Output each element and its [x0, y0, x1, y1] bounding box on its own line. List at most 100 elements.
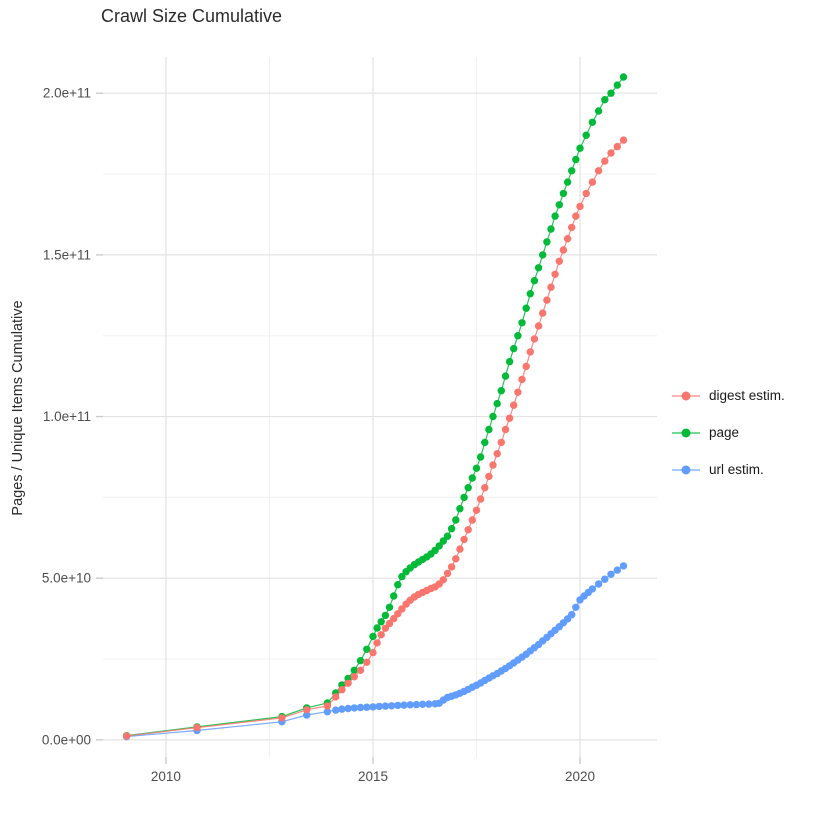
legend-key-icon: [672, 388, 700, 404]
data-point: [338, 705, 346, 713]
data-point: [468, 516, 476, 524]
data-point: [601, 575, 609, 583]
data-point: [390, 592, 398, 600]
data-point: [394, 610, 402, 618]
data-point: [456, 505, 464, 513]
data-point: [526, 348, 534, 356]
data-point: [443, 532, 452, 540]
data-point: [412, 700, 421, 709]
data-point: [122, 732, 131, 740]
data-point: [439, 576, 447, 584]
data-point: [568, 223, 576, 232]
data-point: [510, 401, 518, 409]
data-point: [193, 723, 201, 732]
data-point: [530, 277, 539, 285]
legend-key-icon: [672, 462, 700, 478]
data-point: [369, 632, 377, 641]
data-point: [518, 375, 526, 384]
data-point: [344, 679, 352, 687]
data-point: [373, 624, 381, 632]
data-point: [369, 648, 377, 657]
legend: digest estim. page url estim.: [672, 377, 785, 488]
y-tick-label: 2.0e+11: [43, 86, 91, 101]
data-point: [460, 535, 468, 544]
data-point: [369, 703, 377, 711]
legend-item-digest-estim: digest estim.: [672, 377, 785, 414]
data-point: [489, 461, 497, 469]
data-point: [514, 388, 522, 396]
data-point: [278, 714, 286, 722]
chart-title: Crawl Size Cumulative: [101, 6, 283, 26]
data-point: [522, 304, 530, 312]
data-point: [501, 425, 510, 434]
data-point: [619, 73, 628, 81]
data-point: [485, 472, 493, 481]
data-point: [373, 639, 381, 647]
legend-label: page: [709, 425, 740, 440]
data-point: [607, 89, 615, 97]
data-point: [472, 464, 481, 472]
data-point: [387, 702, 396, 710]
legend-item-url-estim: url estim.: [672, 451, 785, 488]
data-point: [594, 107, 603, 115]
data-point: [539, 251, 547, 259]
data-point: [526, 290, 534, 298]
data-point: [559, 189, 568, 198]
data-point: [601, 96, 609, 104]
x-tick-labels: 2010 2015 2020: [151, 769, 595, 784]
data-point: [472, 506, 481, 514]
data-point: [468, 474, 476, 482]
data-point: [323, 702, 332, 710]
data-point: [356, 666, 365, 674]
data-point: [452, 555, 460, 563]
data-point: [452, 516, 460, 524]
data-point: [572, 212, 580, 220]
data-point: [539, 309, 547, 317]
data-point: [568, 611, 576, 619]
x-tick-label: 2015: [358, 769, 388, 784]
data-point: [594, 580, 603, 588]
data-point: [551, 212, 559, 220]
data-point: [350, 704, 358, 712]
data-point: [443, 569, 452, 578]
data-point: [543, 296, 551, 304]
data-point: [588, 118, 597, 127]
data-point: [332, 693, 340, 701]
data-point: [497, 387, 505, 395]
data-point: [390, 614, 398, 623]
data-point: [418, 700, 427, 708]
data-point: [464, 484, 472, 492]
legend-dot-icon: [681, 465, 691, 474]
data-point: [381, 702, 390, 710]
series-digest-estim: [122, 136, 628, 740]
data-point: [485, 425, 493, 434]
data-point: [514, 332, 522, 340]
data-point: [572, 603, 580, 611]
data-point: [398, 572, 406, 581]
data-point: [481, 438, 489, 447]
series-page: [122, 73, 628, 740]
data-point: [385, 619, 394, 628]
data-point: [460, 493, 468, 502]
data-point: [619, 562, 628, 570]
data-point: [377, 631, 385, 639]
y-tick-labels: 0.0e+00 5.0e+10 1.0e+11 1.5e+11 2.0e+11: [42, 86, 91, 748]
data-point: [400, 701, 408, 709]
data-point: [381, 624, 390, 632]
legend-label: url estim.: [709, 462, 764, 477]
legend-key-icon: [672, 425, 700, 441]
data-point: [476, 495, 485, 503]
legend-item-page: page: [672, 414, 785, 451]
data-point: [323, 708, 332, 716]
data-point: [563, 235, 572, 243]
data-point: [456, 545, 464, 553]
data-point: [497, 438, 505, 447]
legend-label: digest estim.: [709, 388, 785, 403]
data-point: [363, 645, 371, 653]
data-point: [501, 372, 510, 380]
data-point: [576, 144, 584, 152]
legend-dot-icon: [681, 428, 691, 437]
data-point: [559, 246, 568, 254]
data-point: [555, 201, 563, 209]
